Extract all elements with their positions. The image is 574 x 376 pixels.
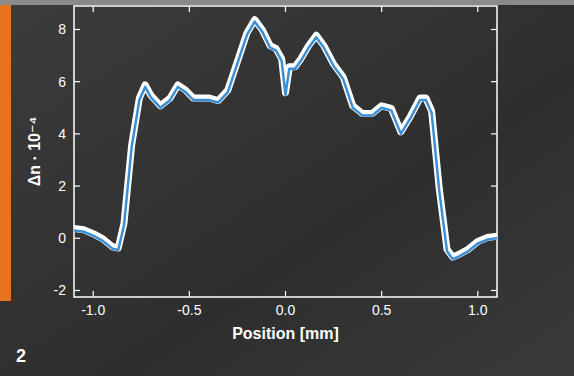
x-tick (93, 6, 94, 12)
y-tick (491, 81, 497, 82)
x-tick (381, 291, 382, 297)
y-tick (491, 29, 497, 30)
y-tick (74, 290, 80, 291)
x-tick-label: 0.5 (372, 302, 392, 318)
y-tick-label: 2 (58, 178, 66, 194)
y-tick-label: 6 (58, 74, 66, 90)
y-tick-label: 0 (58, 230, 66, 246)
x-tick (285, 291, 286, 297)
y-tick (74, 29, 80, 30)
y-tick-label: 8 (58, 21, 66, 37)
y-tick (74, 185, 80, 186)
accent-bar (0, 5, 11, 301)
x-tick (381, 6, 382, 12)
x-tick (189, 6, 190, 12)
x-tick (93, 291, 94, 297)
x-tick (477, 291, 478, 297)
y-tick (491, 133, 497, 134)
x-axis-label: Position [mm] (232, 325, 339, 342)
x-tick (189, 291, 190, 297)
background (0, 0, 574, 376)
x-tick-label: -1.0 (81, 302, 105, 318)
x-tick-label: 0.0 (276, 302, 296, 318)
series-line (74, 22, 497, 260)
chart: -2 0 2 4 6 8 -1.0 -0.5 0.0 0.5 1.0 Position [mm] Δn … (0, 0, 574, 376)
y-tick-label: -2 (54, 282, 67, 298)
y-tick (74, 133, 80, 134)
x-tick-label: -0.5 (177, 302, 201, 318)
x-tick (285, 6, 286, 12)
top-strip (0, 0, 574, 5)
y-axis-label: Δn · 10⁻⁴ (26, 117, 43, 187)
y-tick-label: 4 (58, 126, 66, 142)
figure-number: 2 (16, 346, 26, 366)
x-tick-label: 1.0 (468, 302, 488, 318)
y-tick (74, 81, 80, 82)
y-tick (491, 185, 497, 186)
x-tick (477, 6, 478, 12)
series-group (74, 20, 497, 260)
y-tick (74, 238, 80, 239)
y-tick (491, 290, 497, 291)
plot-frame (74, 6, 497, 297)
